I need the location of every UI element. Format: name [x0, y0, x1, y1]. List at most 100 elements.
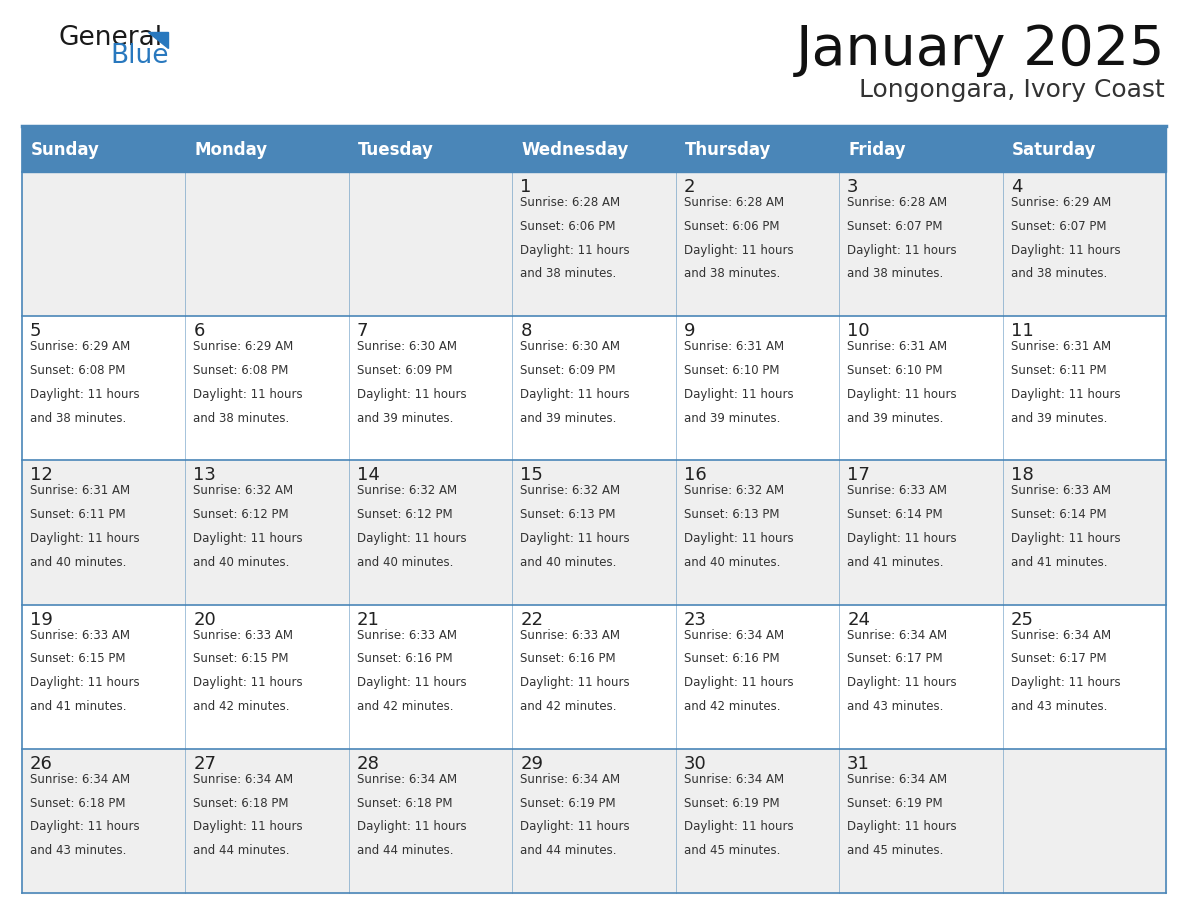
Text: Sunrise: 6:33 AM: Sunrise: 6:33 AM [356, 629, 457, 642]
Text: and 38 minutes.: and 38 minutes. [847, 267, 943, 280]
Text: and 40 minutes.: and 40 minutes. [194, 555, 290, 569]
Text: Daylight: 11 hours: Daylight: 11 hours [30, 821, 140, 834]
Text: Daylight: 11 hours: Daylight: 11 hours [684, 387, 794, 401]
Text: 23: 23 [684, 610, 707, 629]
Text: 27: 27 [194, 755, 216, 773]
Bar [349, 128, 512, 172]
Text: 1: 1 [520, 178, 532, 196]
Text: and 40 minutes.: and 40 minutes. [520, 555, 617, 569]
Bar [1003, 128, 1165, 172]
Text: Daylight: 11 hours: Daylight: 11 hours [520, 677, 630, 689]
Text: Monday: Monday [195, 141, 267, 159]
Text: and 42 minutes.: and 42 minutes. [194, 700, 290, 713]
Text: and 45 minutes.: and 45 minutes. [684, 845, 781, 857]
Text: Sunset: 6:11 PM: Sunset: 6:11 PM [30, 509, 126, 521]
Text: and 38 minutes.: and 38 minutes. [30, 411, 126, 425]
Text: Sunset: 6:12 PM: Sunset: 6:12 PM [356, 509, 453, 521]
Text: Sunset: 6:10 PM: Sunset: 6:10 PM [684, 364, 779, 377]
Text: and 43 minutes.: and 43 minutes. [847, 700, 943, 713]
Text: Thursday: Thursday [684, 141, 771, 159]
Text: General: General [58, 25, 162, 51]
Bar [23, 605, 1165, 749]
Text: Sunset: 6:07 PM: Sunset: 6:07 PM [847, 219, 942, 233]
Text: Sunrise: 6:32 AM: Sunrise: 6:32 AM [356, 485, 457, 498]
Text: Saturday: Saturday [1011, 141, 1097, 159]
Text: 5: 5 [30, 322, 42, 341]
Text: Blue: Blue [110, 43, 169, 69]
Text: Sunset: 6:16 PM: Sunset: 6:16 PM [356, 653, 453, 666]
Text: and 40 minutes.: and 40 minutes. [356, 555, 454, 569]
Text: 22: 22 [520, 610, 543, 629]
Text: 30: 30 [684, 755, 707, 773]
Text: Sunrise: 6:30 AM: Sunrise: 6:30 AM [520, 341, 620, 353]
Text: Daylight: 11 hours: Daylight: 11 hours [847, 677, 956, 689]
Text: 19: 19 [30, 610, 53, 629]
Text: Sunrise: 6:33 AM: Sunrise: 6:33 AM [847, 485, 947, 498]
Text: and 38 minutes.: and 38 minutes. [520, 267, 617, 280]
Text: and 41 minutes.: and 41 minutes. [847, 555, 943, 569]
Text: and 39 minutes.: and 39 minutes. [684, 411, 781, 425]
Text: Sunset: 6:16 PM: Sunset: 6:16 PM [684, 653, 779, 666]
Text: Sunset: 6:16 PM: Sunset: 6:16 PM [520, 653, 615, 666]
Text: Sunrise: 6:34 AM: Sunrise: 6:34 AM [520, 773, 620, 786]
Text: 11: 11 [1011, 322, 1034, 341]
Text: 6: 6 [194, 322, 204, 341]
Text: and 40 minutes.: and 40 minutes. [30, 555, 126, 569]
Text: Sunset: 6:18 PM: Sunset: 6:18 PM [194, 797, 289, 810]
Text: Sunrise: 6:29 AM: Sunrise: 6:29 AM [194, 341, 293, 353]
Text: 18: 18 [1011, 466, 1034, 485]
Text: Sunrise: 6:30 AM: Sunrise: 6:30 AM [356, 341, 457, 353]
Text: and 44 minutes.: and 44 minutes. [520, 845, 617, 857]
Text: Daylight: 11 hours: Daylight: 11 hours [520, 821, 630, 834]
Bar [23, 128, 185, 172]
Text: Sunset: 6:06 PM: Sunset: 6:06 PM [520, 219, 615, 233]
Text: Sunrise: 6:28 AM: Sunrise: 6:28 AM [684, 196, 784, 209]
Text: Sunrise: 6:34 AM: Sunrise: 6:34 AM [30, 773, 131, 786]
Text: Daylight: 11 hours: Daylight: 11 hours [684, 821, 794, 834]
Text: Daylight: 11 hours: Daylight: 11 hours [194, 387, 303, 401]
Text: Sunset: 6:13 PM: Sunset: 6:13 PM [684, 509, 779, 521]
Text: Sunrise: 6:34 AM: Sunrise: 6:34 AM [847, 773, 947, 786]
Text: Sunrise: 6:29 AM: Sunrise: 6:29 AM [1011, 196, 1111, 209]
Text: Sunset: 6:15 PM: Sunset: 6:15 PM [194, 653, 289, 666]
Text: Daylight: 11 hours: Daylight: 11 hours [1011, 677, 1120, 689]
Text: Daylight: 11 hours: Daylight: 11 hours [1011, 243, 1120, 257]
Bar [185, 128, 349, 172]
Text: and 43 minutes.: and 43 minutes. [1011, 700, 1107, 713]
Text: Sunrise: 6:34 AM: Sunrise: 6:34 AM [1011, 629, 1111, 642]
Text: and 42 minutes.: and 42 minutes. [520, 700, 617, 713]
Text: Sunrise: 6:31 AM: Sunrise: 6:31 AM [684, 341, 784, 353]
Text: Daylight: 11 hours: Daylight: 11 hours [194, 677, 303, 689]
Text: Sunset: 6:19 PM: Sunset: 6:19 PM [847, 797, 943, 810]
Text: Daylight: 11 hours: Daylight: 11 hours [30, 532, 140, 545]
Text: 25: 25 [1011, 610, 1034, 629]
Text: Sunset: 6:14 PM: Sunset: 6:14 PM [847, 509, 943, 521]
Text: Daylight: 11 hours: Daylight: 11 hours [30, 387, 140, 401]
Text: 29: 29 [520, 755, 543, 773]
Text: Sunrise: 6:33 AM: Sunrise: 6:33 AM [30, 629, 129, 642]
Text: 4: 4 [1011, 178, 1022, 196]
Text: 24: 24 [847, 610, 870, 629]
Text: Sunrise: 6:34 AM: Sunrise: 6:34 AM [684, 773, 784, 786]
Text: Sunrise: 6:34 AM: Sunrise: 6:34 AM [356, 773, 457, 786]
Text: and 41 minutes.: and 41 minutes. [30, 700, 126, 713]
Text: Friday: Friday [848, 141, 905, 159]
Text: and 38 minutes.: and 38 minutes. [194, 411, 290, 425]
Text: and 39 minutes.: and 39 minutes. [520, 411, 617, 425]
Text: Sunrise: 6:33 AM: Sunrise: 6:33 AM [520, 629, 620, 642]
Text: Sunrise: 6:32 AM: Sunrise: 6:32 AM [684, 485, 784, 498]
Text: Daylight: 11 hours: Daylight: 11 hours [520, 387, 630, 401]
Text: Sunrise: 6:34 AM: Sunrise: 6:34 AM [194, 773, 293, 786]
Text: 2: 2 [684, 178, 695, 196]
Polygon shape [148, 32, 168, 48]
Text: Sunset: 6:10 PM: Sunset: 6:10 PM [847, 364, 942, 377]
Text: and 39 minutes.: and 39 minutes. [356, 411, 454, 425]
Text: and 44 minutes.: and 44 minutes. [356, 845, 454, 857]
Text: and 39 minutes.: and 39 minutes. [1011, 411, 1107, 425]
Text: Sunrise: 6:34 AM: Sunrise: 6:34 AM [684, 629, 784, 642]
Text: Sunrise: 6:31 AM: Sunrise: 6:31 AM [1011, 341, 1111, 353]
Text: January 2025: January 2025 [796, 23, 1165, 77]
Text: Daylight: 11 hours: Daylight: 11 hours [1011, 387, 1120, 401]
Text: Sunrise: 6:31 AM: Sunrise: 6:31 AM [30, 485, 131, 498]
Text: Daylight: 11 hours: Daylight: 11 hours [194, 821, 303, 834]
